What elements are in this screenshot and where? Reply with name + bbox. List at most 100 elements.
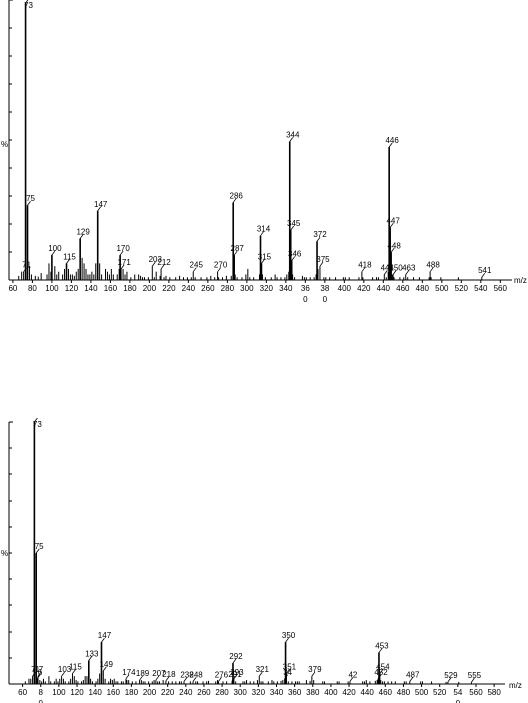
- x-tick-label: 200: [143, 688, 157, 697]
- x-tick-label: 300: [234, 688, 248, 697]
- x-tick-label: 500: [435, 284, 449, 293]
- peak-label: 555: [468, 671, 482, 680]
- peak-leader: [261, 259, 265, 264]
- peak-label: 441: [381, 263, 395, 272]
- spectrum-bottom: % m/z 6080100120140160180200220240260280…: [1, 417, 522, 703]
- x-tick-label: 520: [433, 688, 447, 697]
- peak-label: 203: [149, 255, 163, 264]
- peak-leader: [102, 666, 107, 672]
- y-axis-ticks-bottom: [9, 421, 13, 659]
- peak-label: 446: [385, 136, 399, 145]
- peak-label: 100: [48, 244, 62, 253]
- peak-leader: [192, 267, 197, 272]
- x-tick-label: 360: [288, 688, 302, 697]
- peak-leader: [316, 236, 321, 242]
- peak-label: 418: [358, 261, 372, 270]
- peak-leader: [471, 677, 475, 683]
- peak-label: 6: [38, 668, 43, 677]
- x-tick-label: 320: [252, 688, 266, 697]
- peak-label: 245: [190, 261, 204, 270]
- peak-leader: [289, 137, 294, 142]
- peak-leader: [165, 676, 170, 682]
- x-tick-label: 220: [161, 688, 175, 697]
- peak-leader: [291, 256, 296, 261]
- peak-label: 450: [389, 263, 403, 272]
- peak-leader: [217, 267, 221, 272]
- x-tick-label: 560: [469, 688, 483, 697]
- peak-label: 75: [35, 542, 44, 551]
- peak-label: 314: [257, 225, 271, 234]
- x-tick-label: 540: [474, 284, 488, 293]
- peak-label: 487: [406, 670, 420, 679]
- peak-leader: [101, 637, 105, 643]
- peak-leader: [379, 669, 384, 674]
- peak-label: 350: [282, 631, 296, 640]
- peak-label: 315: [258, 252, 272, 261]
- x-axis-label-bottom: m/z: [509, 681, 522, 690]
- peak-leader: [383, 270, 388, 275]
- x-tick-label: 400: [324, 688, 338, 697]
- peak-leader: [32, 671, 36, 677]
- peak-label: 34: [283, 668, 292, 677]
- x-tick-label: 120: [65, 284, 79, 293]
- peak-label: 276: [215, 670, 229, 679]
- peak-label: 375: [316, 255, 330, 264]
- x-tick-label: 420: [342, 688, 356, 697]
- x-tick-label: 100: [52, 688, 66, 697]
- peak-label: 452: [374, 668, 388, 677]
- peak-label: 42: [348, 670, 357, 679]
- x-tick-label: 340: [270, 688, 284, 697]
- peak-leader: [409, 677, 414, 682]
- peak-label: 103: [58, 665, 72, 674]
- x-tick-label: 300: [240, 284, 254, 293]
- x-tick-label: 38: [320, 284, 329, 293]
- peak-leader: [290, 225, 295, 231]
- peak-label: 149: [100, 660, 114, 669]
- peak-label: 238: [180, 670, 194, 679]
- peak-leader: [311, 671, 316, 677]
- x-tick-label: 160: [107, 688, 121, 697]
- x-tick-label: 480: [416, 284, 430, 293]
- peak-label: 293: [230, 668, 244, 677]
- spectrum-top: % m/z 60 80 100 120 140 160 180 200 220 240 260 280…: [1, 0, 527, 304]
- x-tick-label: 8: [39, 688, 44, 697]
- peak-leader: [405, 270, 410, 275]
- peak-label: 291: [228, 670, 242, 679]
- peak-label: 171: [117, 258, 131, 267]
- peak-leader: [233, 674, 238, 680]
- peak-leader: [119, 250, 124, 256]
- peak-label: 218: [162, 670, 176, 679]
- peak-label: 287: [231, 244, 245, 253]
- x-tick-label: 260: [197, 688, 211, 697]
- peak-label: 212: [157, 258, 171, 267]
- peak-leader: [361, 267, 366, 272]
- peak-leader: [66, 259, 70, 264]
- peak-leader: [232, 198, 237, 203]
- y-axis-ticks-top: [9, 0, 13, 253]
- x-tick-label: 500: [415, 688, 429, 697]
- peak-label: 129: [76, 227, 90, 236]
- peak-leader: [258, 671, 263, 677]
- peak-label: 379: [308, 665, 322, 674]
- peak-label: 115: [63, 252, 76, 261]
- peak-leader: [79, 234, 84, 239]
- peak-label: 463: [402, 263, 416, 272]
- x-tick-label: 100: [45, 284, 59, 293]
- peak-leader: [35, 548, 40, 554]
- peak-label: 345: [287, 219, 301, 228]
- peak-label: 541: [478, 266, 492, 275]
- peak-leader: [27, 200, 31, 206]
- peak-leader: [192, 677, 197, 682]
- x-tick-label: 440: [360, 688, 374, 697]
- peak-leader: [389, 223, 394, 228]
- peak-label: 248: [189, 670, 203, 679]
- peak-leader: [286, 669, 290, 674]
- peak-leader: [151, 261, 156, 267]
- x-tick-label: 0: [303, 295, 308, 304]
- x-tick-label: 280: [215, 688, 229, 697]
- peak-leader: [51, 250, 56, 256]
- x-tick-label: 240: [182, 284, 196, 293]
- x-tick-label: 140: [84, 284, 98, 293]
- x-tick-label: 180: [125, 688, 139, 697]
